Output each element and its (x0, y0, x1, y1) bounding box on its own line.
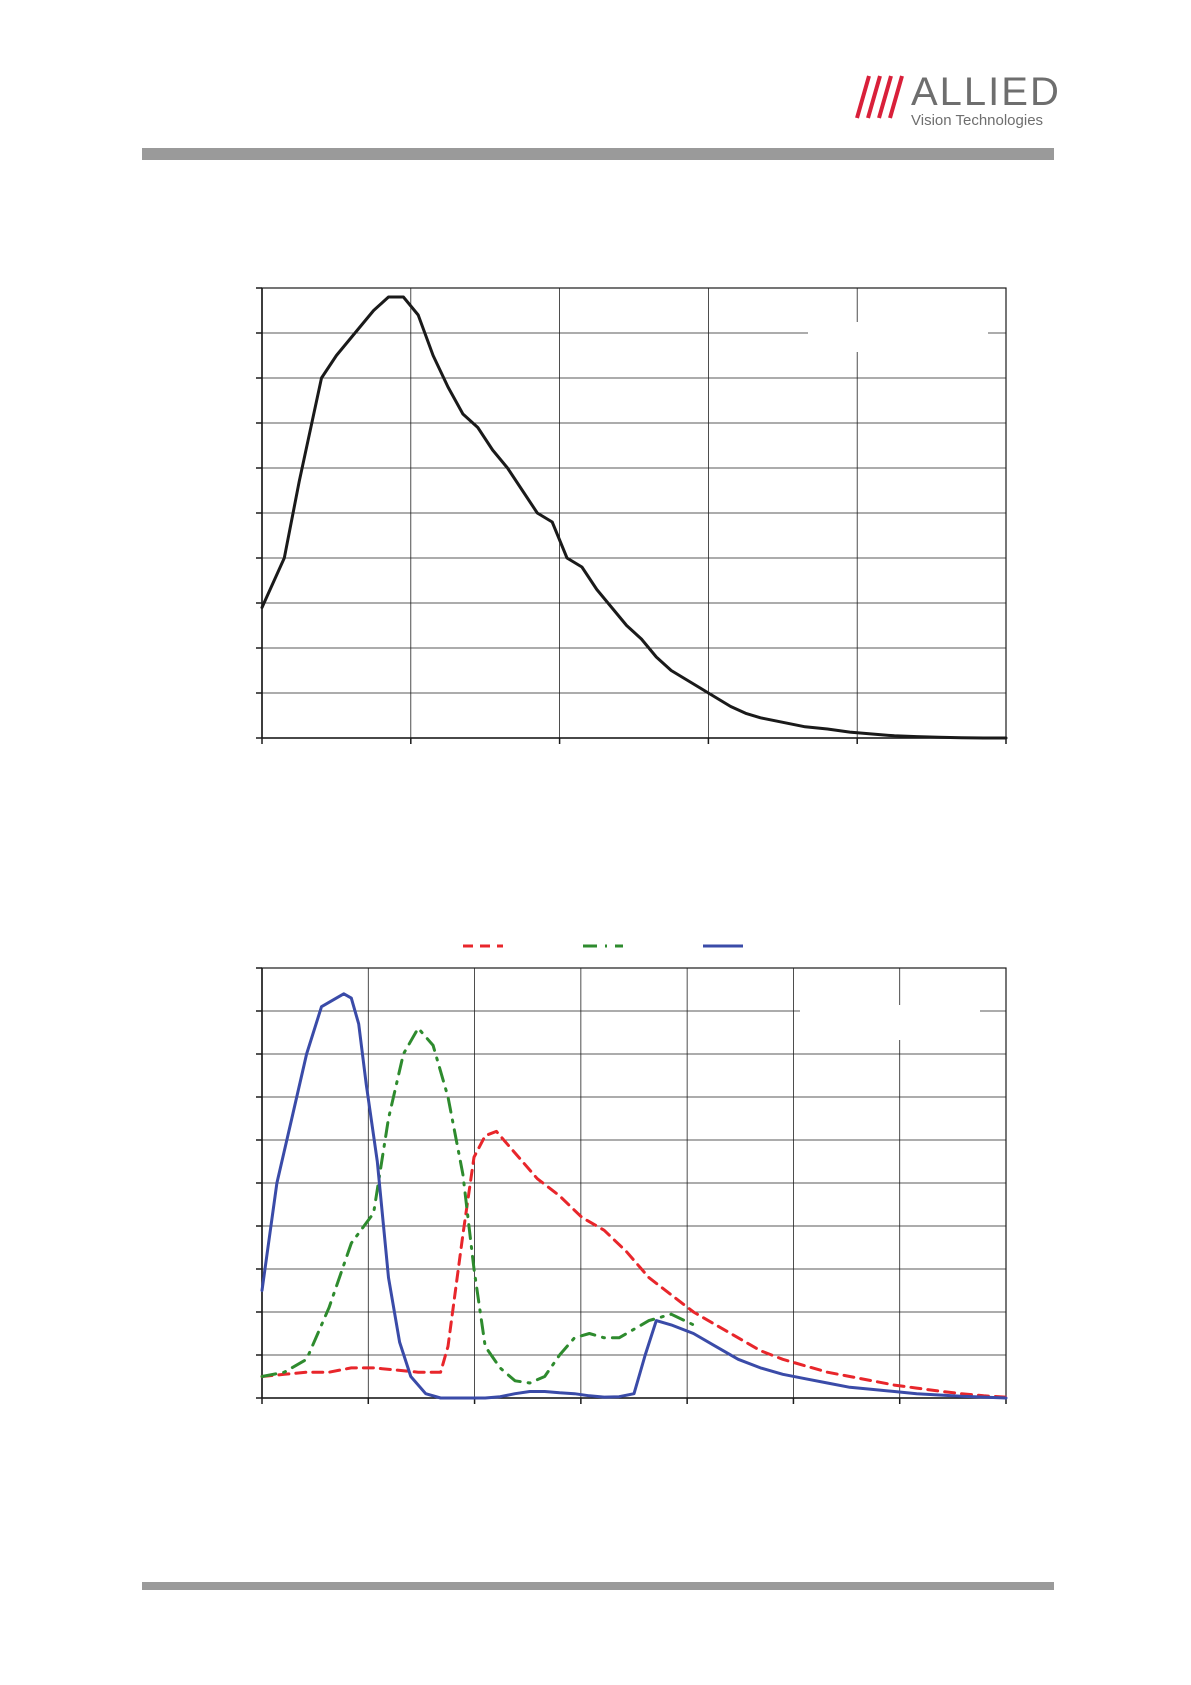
annotation-box (808, 322, 988, 352)
series-line-2 (260, 992, 1008, 1400)
logo-slash (888, 75, 904, 119)
header-rule (142, 148, 1054, 160)
series-line-0 (260, 1129, 1008, 1399)
logo-subtitle: Vision Technologies (911, 112, 1044, 129)
logo-slashes (855, 75, 904, 119)
logo-slash (855, 75, 871, 119)
company-logo: ALLIED Vision Technologies (855, 70, 1065, 130)
logo-slash (877, 75, 893, 119)
series-line-1 (260, 1026, 695, 1385)
footer-rule (142, 1582, 1054, 1590)
logo-slash (866, 75, 882, 119)
spectral-chart-rgb (256, 944, 1008, 1404)
logo-brand-text: ALLIED (911, 70, 1061, 114)
annotation-box (800, 1005, 980, 1040)
spectral-chart-mono (256, 287, 1008, 744)
series-line-0 (260, 295, 1008, 740)
